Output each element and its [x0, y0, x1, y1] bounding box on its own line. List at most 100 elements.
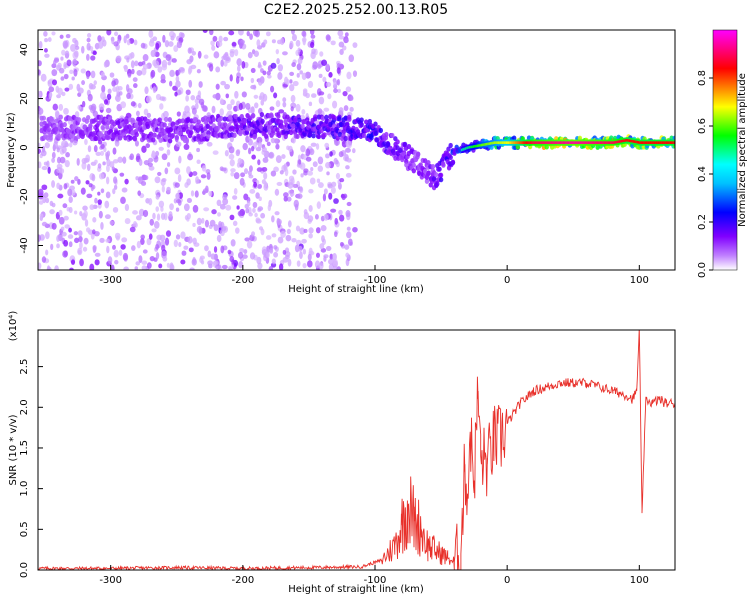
spectrogram-cell: [515, 144, 521, 150]
spectrogram-cell: [171, 58, 177, 63]
spectrogram-cell: [315, 143, 320, 150]
spectrogram-cell: [425, 171, 431, 177]
spectrogram-cell: [97, 163, 102, 169]
spectrogram-cell: [276, 181, 283, 186]
spectrogram-cell: [122, 156, 127, 164]
spectrogram-cell: [234, 49, 239, 57]
spectrogram-cell: [577, 141, 580, 144]
spectrogram-cell: [244, 237, 250, 242]
spectrogram-cell: [343, 135, 348, 142]
spectrogram-cell: [199, 255, 205, 260]
spectrogram-cell: [661, 141, 664, 144]
spectrogram-cell: [308, 204, 313, 212]
spectrogram-marks: [38, 30, 675, 270]
spectrogram-cell: [345, 147, 351, 153]
spectrogram-cell: [649, 141, 653, 144]
spectrogram-cell: [256, 39, 261, 47]
spectrogram-cell: [105, 176, 110, 185]
spectrogram-cell: [45, 249, 49, 256]
spectrogram-cell: [221, 264, 228, 270]
spectrogram-cell: [111, 80, 117, 87]
spectrogram-cell: [222, 116, 228, 122]
spectrogram-cell: [88, 183, 93, 188]
spectrogram-cell: [352, 226, 358, 233]
spectrogram-cell: [135, 261, 141, 266]
spectrogram-cell: [337, 88, 341, 94]
spectrogram-cell: [141, 145, 147, 153]
spectrogram-cell: [86, 42, 91, 51]
spectrogram-cell: [402, 141, 408, 147]
spectrogram-cell: [411, 162, 416, 168]
spectrogram-cell: [336, 67, 341, 74]
spectrogram-cell: [325, 162, 331, 169]
snr-y-tick-label: 1.0: [19, 481, 30, 497]
spectrogram-cell: [78, 235, 83, 243]
spectrogram-cell: [344, 244, 350, 250]
spectrogram-cell: [156, 213, 161, 221]
spectrogram-y-tick-label: -20: [19, 188, 30, 204]
spectrogram-cell: [99, 237, 105, 243]
spectrogram-cell: [565, 141, 568, 144]
snr-x-axis: -300 -200 -100 0 100: [99, 565, 649, 586]
spectrogram-cell: [97, 35, 102, 43]
spectrogram-cell: [623, 139, 626, 142]
spectrogram-x-tick-label: -200: [231, 275, 254, 286]
spectrogram-cell: [196, 147, 201, 153]
spectrogram-cell: [344, 32, 349, 37]
spectrogram-cell: [135, 215, 142, 221]
spectrogram-cell: [100, 221, 104, 230]
spectrogram-cell: [126, 92, 131, 100]
spectrogram-cell: [657, 141, 661, 144]
spectrogram-cell: [60, 76, 65, 81]
spectrogram-cell: [635, 140, 638, 144]
spectrogram-cell: [47, 266, 52, 270]
snr-x-tick-label: 0: [504, 575, 510, 586]
spectrogram-cell: [247, 147, 252, 155]
spectrogram-cell: [433, 172, 439, 178]
spectrogram-cell: [260, 212, 266, 219]
spectrogram-cell: [495, 141, 498, 144]
spectrogram-cell: [94, 197, 98, 204]
spectrogram-cell: [284, 168, 289, 177]
spectrogram-cell: [92, 217, 97, 223]
spectrogram-cell: [138, 158, 143, 167]
spectrogram-cell: [84, 138, 88, 146]
spectrogram-cell: [219, 98, 224, 105]
spectrogram-cell: [250, 113, 256, 119]
spectrogram-cell: [63, 239, 69, 247]
spectrogram-cell: [230, 171, 235, 177]
spectrogram-cell: [328, 71, 333, 78]
spectrogram-cell: [620, 139, 624, 143]
spectrogram-cell: [39, 213, 44, 218]
spectrogram-cell: [590, 141, 593, 144]
spectrogram-cell: [430, 163, 436, 170]
spectrogram-cell: [253, 50, 260, 58]
spectrogram-cell: [608, 141, 612, 144]
spectrogram-cell: [166, 149, 171, 156]
spectrogram-cell: [229, 74, 233, 82]
spectrogram-cell: [165, 230, 172, 237]
spectrogram-cell: [296, 73, 300, 78]
chart-title: C2E2.2025.252.00.13.R05: [264, 2, 448, 18]
spectrogram-cell: [86, 53, 90, 61]
spectrogram-cell: [274, 138, 278, 144]
spectrogram-cell: [339, 48, 344, 55]
spectrogram-cell: [162, 110, 169, 118]
spectrogram-cell: [114, 259, 119, 265]
spectrogram-cell: [504, 141, 507, 144]
spectrogram-cell: [552, 141, 555, 144]
spectrogram-cell: [68, 227, 72, 233]
spectrogram-cell: [277, 236, 284, 244]
spectrogram-cell: [347, 238, 353, 246]
spectrogram-cell: [325, 153, 330, 159]
spectrogram-cell: [89, 263, 95, 270]
spectrogram-cell: [295, 133, 300, 140]
spectrogram-cell: [39, 121, 44, 127]
spectrogram-cell: [295, 39, 301, 47]
spectrogram-cell: [62, 203, 68, 209]
spectrogram-cell: [312, 161, 318, 168]
spectrogram-cell: [82, 205, 88, 211]
spectrogram-cell: [186, 58, 193, 65]
spectrogram-cell: [61, 49, 66, 56]
spectrogram-cell: [106, 245, 110, 254]
